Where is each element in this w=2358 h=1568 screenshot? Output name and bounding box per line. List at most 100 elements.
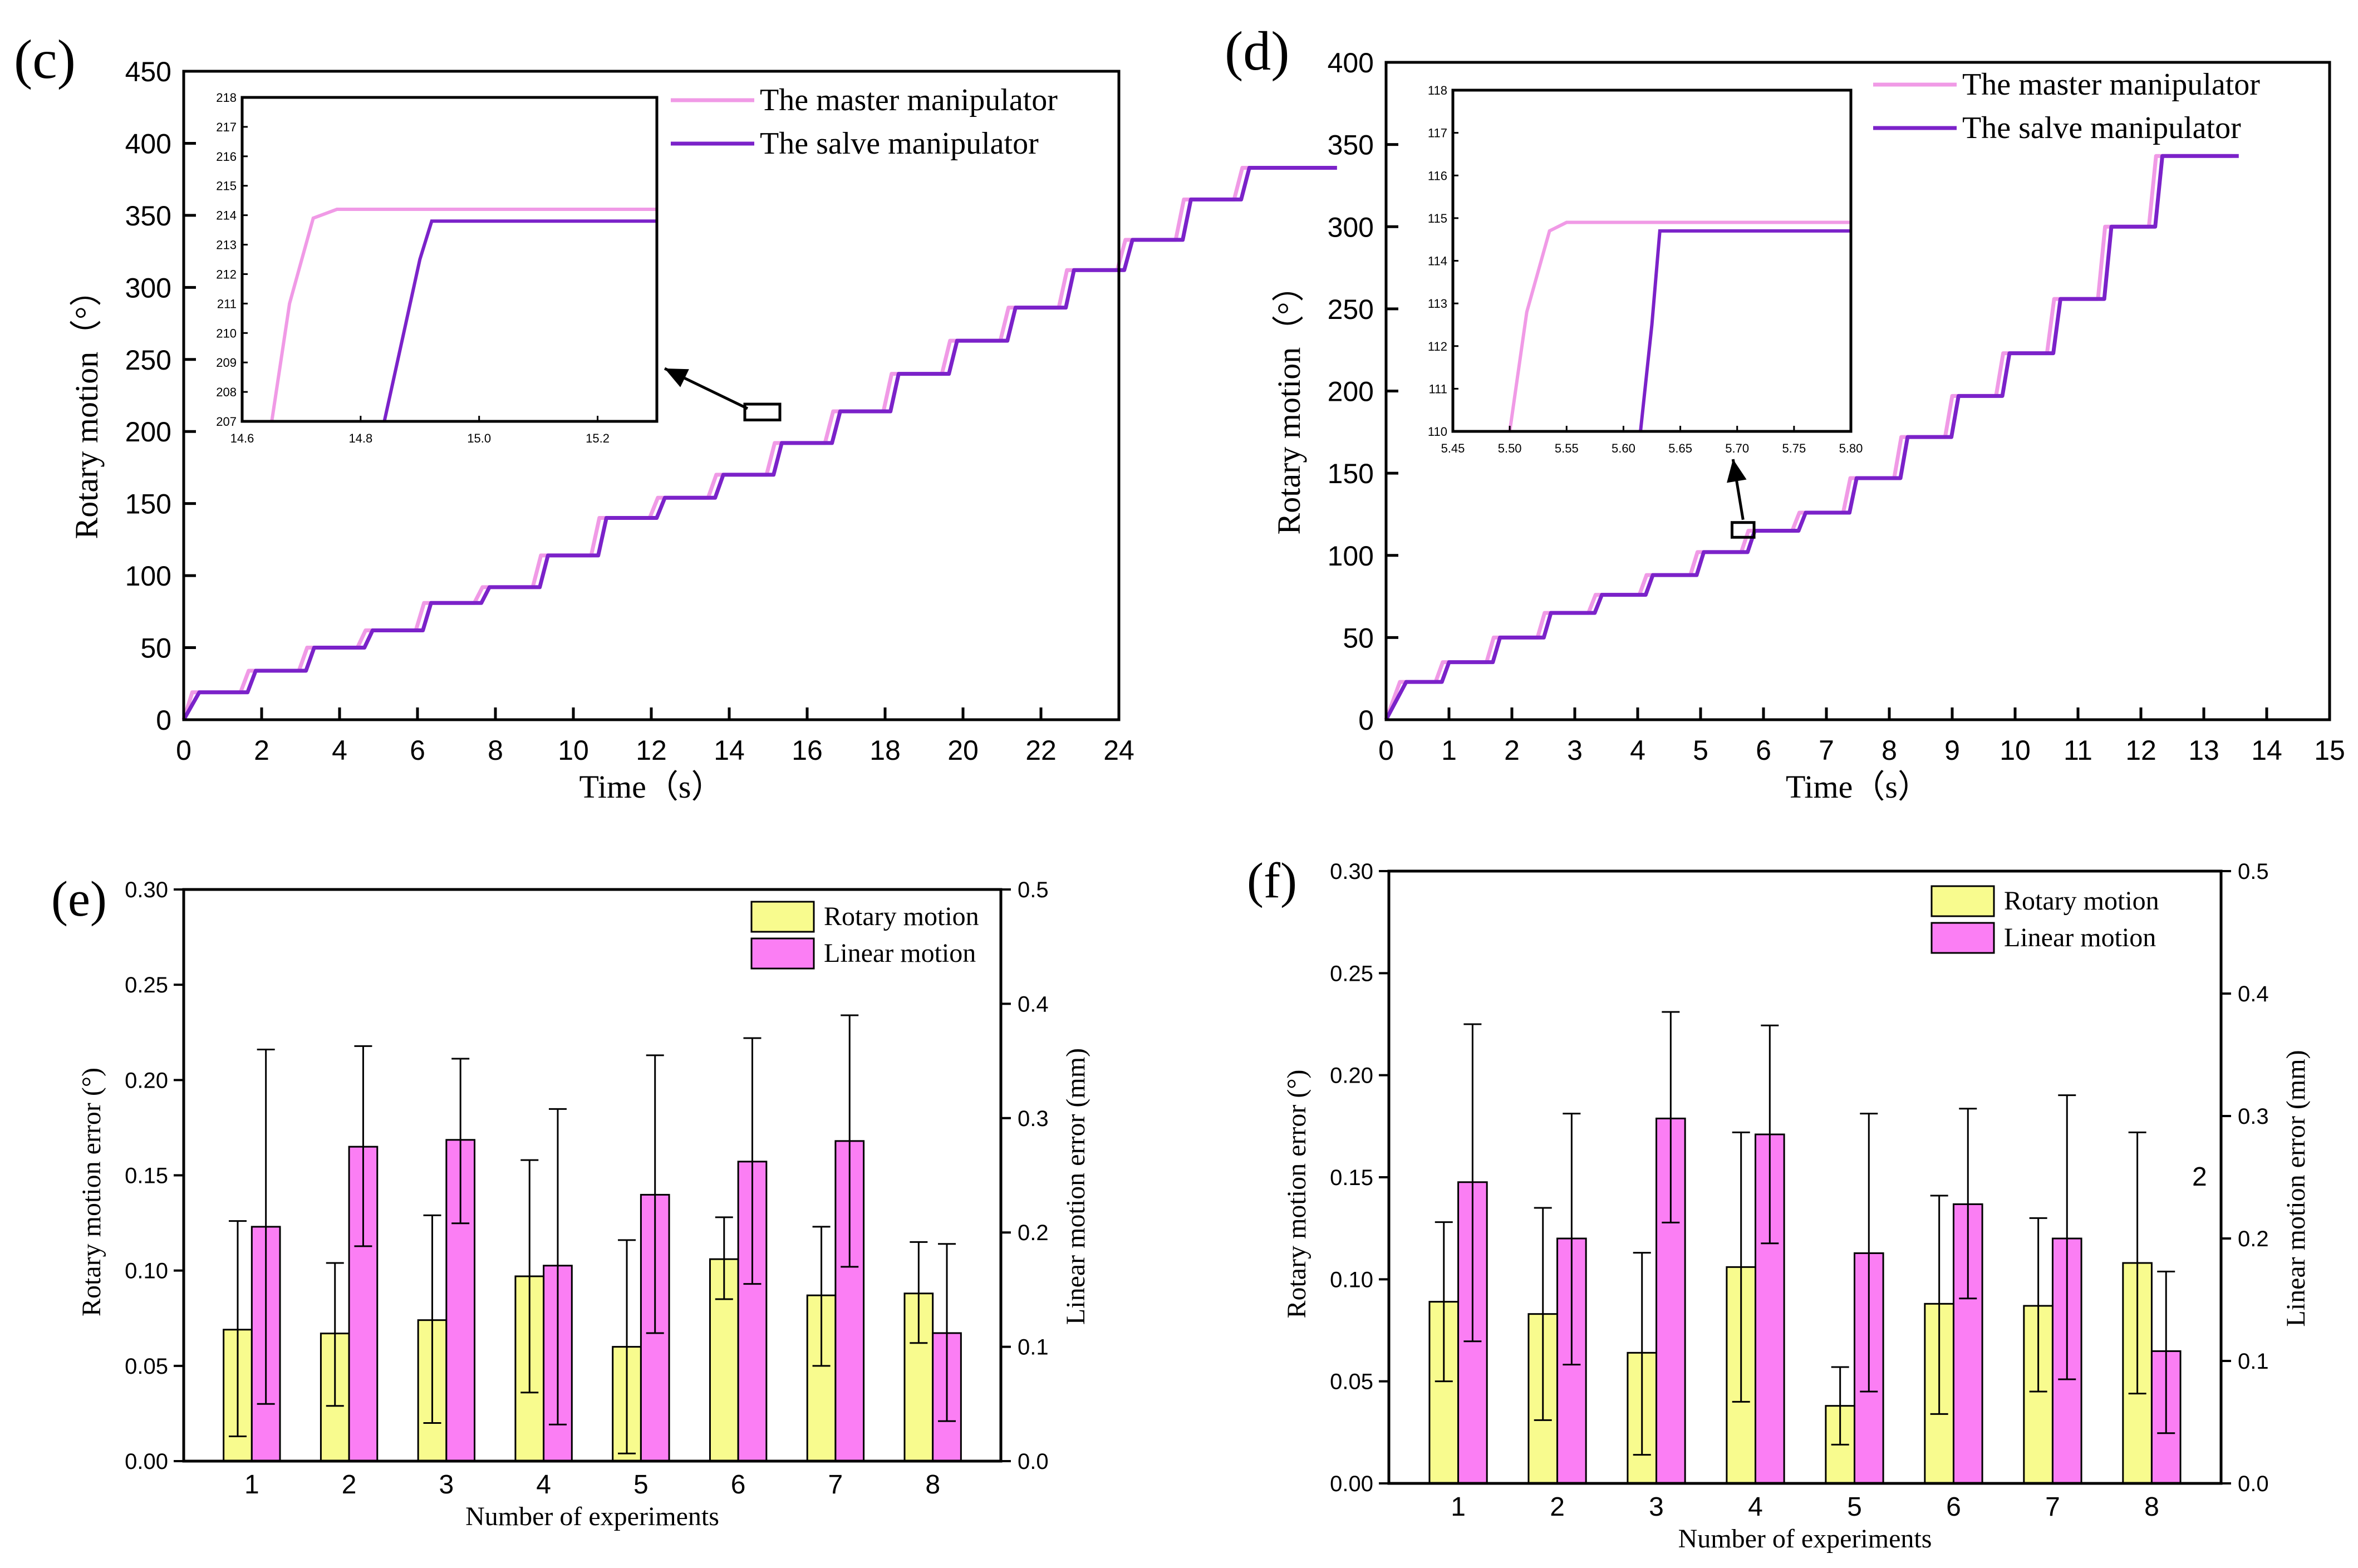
- inset-y-tick-label: 115: [1428, 212, 1447, 225]
- legend-label: The master manipulator: [760, 83, 1058, 117]
- inset-x-tick-label: 5.50: [1498, 441, 1522, 455]
- inset-line-master: [1508, 220, 1851, 432]
- y-tick-label: 350: [1328, 130, 1374, 161]
- y-tick-label: 0.25: [1330, 961, 1373, 986]
- inset-y-tick-label: 216: [216, 150, 237, 164]
- y-tick-label: 400: [1328, 47, 1374, 78]
- zoom-arrow-head: [1727, 459, 1747, 483]
- x-tick-label: 7: [2045, 1492, 2060, 1522]
- x-tick-label: 8: [488, 735, 503, 766]
- legend-label: Linear motion: [824, 938, 976, 968]
- y2-tick-label: 0.5: [1018, 878, 1049, 902]
- y-axis-label: Rotary motion（°）: [68, 274, 105, 539]
- x-tick-label: 5: [633, 1470, 649, 1500]
- x-tick-label: 6: [1946, 1492, 1961, 1522]
- y-tick-label: 250: [125, 345, 171, 376]
- y-tick-label: 200: [125, 416, 171, 448]
- y2-tick-label: 0.3: [2238, 1104, 2269, 1129]
- x-tick-label: 4: [1630, 735, 1645, 766]
- inset-y-tick-label: 113: [1428, 297, 1447, 311]
- inset-x-tick-label: 14.8: [348, 431, 372, 445]
- y-tick-label: 150: [125, 489, 171, 520]
- y-tick-label: 50: [1343, 622, 1374, 653]
- inset-background: [242, 97, 657, 421]
- x-tick-label: 0: [176, 735, 191, 766]
- inset-background: [1453, 90, 1851, 431]
- x-tick-label: 4: [1748, 1492, 1763, 1522]
- panel-label: (d): [1225, 20, 1290, 82]
- bar-linear: [1755, 1133, 1785, 1485]
- x-tick-label: 4: [332, 735, 347, 766]
- legend-label: Rotary motion: [824, 902, 979, 931]
- x-tick-label: 22: [1025, 735, 1057, 766]
- y-tick-label: 0.20: [125, 1068, 168, 1093]
- inset-y-tick-label: 214: [216, 209, 237, 223]
- inset-chart: 5.45 5.50 5.55 5.60 5.65 5.70 5.75 5.80 110 111 11…: [1428, 83, 1863, 455]
- x-tick-label: 2: [1504, 735, 1520, 766]
- y-axis-label: Rotary motion error (°): [1282, 1069, 1311, 1318]
- panel-d: (d)0 1 2 3 4 5 6 7 8 9 10 11 12 13 14 15050100150200250…: [1225, 20, 2345, 805]
- x-axis-label: Time（s）: [579, 769, 724, 805]
- inset-y-tick-label: 217: [216, 120, 237, 134]
- inset-x-tick-label: 5.55: [1555, 441, 1579, 455]
- inset-y-tick-label: 114: [1428, 254, 1447, 268]
- x-tick-label: 9: [1944, 735, 1960, 766]
- y-tick-label: 250: [1328, 294, 1374, 325]
- series-line-salve: [1384, 154, 2239, 721]
- y2-axis-label: Linear motion error (mm): [2281, 1050, 2311, 1326]
- x-tick-label: 5: [1693, 735, 1708, 766]
- panel-label: (f): [1247, 853, 1297, 908]
- y-tick-label: 100: [1328, 540, 1374, 572]
- x-tick-label: 5: [1847, 1492, 1862, 1522]
- inset-line-master: [270, 208, 657, 422]
- inset-x-tick-label: 5.65: [1668, 441, 1692, 455]
- inset-y-tick-label: 207: [216, 415, 237, 429]
- x-tick-label: 4: [536, 1470, 551, 1500]
- zoom-box: [1731, 521, 1756, 539]
- y-tick-label: 0.05: [1330, 1370, 1373, 1394]
- inset-line-salve: [1639, 229, 1851, 432]
- inset-x-tick-label: 14.6: [230, 431, 254, 445]
- y-tick-label: 0.25: [125, 973, 168, 997]
- inset-x-tick-label: 5.45: [1441, 441, 1465, 455]
- x-tick-label: 12: [636, 735, 667, 766]
- inset-y-tick-label: 213: [216, 238, 237, 252]
- x-axis-label: Number of experiments: [465, 1502, 719, 1531]
- y-tick-label: 0.10: [125, 1259, 168, 1284]
- legend-label: The salve manipulator: [1962, 111, 2241, 145]
- panel-c: (c)0 2 4 6 8 10 12 14 16 18 20 22 240501001502002503…: [14, 28, 1337, 805]
- y2-tick-label: 0.2: [1018, 1221, 1049, 1245]
- y-tick-label: 0.30: [125, 878, 168, 902]
- inset-y-tick-label: 215: [216, 179, 237, 193]
- inset-y-tick-label: 110: [1428, 425, 1447, 439]
- y-tick-label: 0.20: [1330, 1064, 1373, 1088]
- inset-y-tick-label: 117: [1428, 126, 1447, 140]
- x-tick-label: 6: [1756, 735, 1771, 766]
- x-tick-label: 2: [1550, 1492, 1565, 1522]
- x-tick-label: 2: [254, 735, 269, 766]
- y2-tick-label: 0.5: [2238, 859, 2269, 884]
- inset-x-tick-label: 5.60: [1612, 441, 1635, 455]
- x-tick-label: 7: [1819, 735, 1834, 766]
- y-tick-label: 0.05: [125, 1354, 168, 1379]
- x-tick-label: 14: [714, 735, 745, 766]
- x-tick-label: 8: [2144, 1492, 2159, 1522]
- x-tick-label: 20: [947, 735, 979, 766]
- x-axis-label: Number of experiments: [1678, 1524, 1932, 1554]
- y-tick-label: 0.15: [1330, 1166, 1373, 1190]
- legend-swatch: [1930, 922, 1995, 954]
- inset-y-tick-label: 210: [216, 326, 237, 340]
- inset-y-tick-label: 112: [1428, 340, 1447, 353]
- y2-tick-label: 0.0: [1018, 1449, 1049, 1474]
- panel-f: (f) 1 2 3 4 5 6 7 8 0.00 0.05 0.10 0.15 0.20 0.25 0.30 0…: [1247, 853, 2311, 1554]
- x-tick-label: 8: [1882, 735, 1897, 766]
- legend-swatch: [750, 937, 815, 970]
- x-tick-label: 16: [792, 735, 823, 766]
- x-tick-label: 6: [731, 1470, 746, 1500]
- x-tick-label: 8: [925, 1470, 940, 1500]
- legend-swatch: [750, 901, 815, 933]
- y-tick-label: 200: [1328, 376, 1374, 407]
- y-tick-label: 450: [125, 56, 171, 87]
- x-tick-label: 24: [1103, 735, 1134, 766]
